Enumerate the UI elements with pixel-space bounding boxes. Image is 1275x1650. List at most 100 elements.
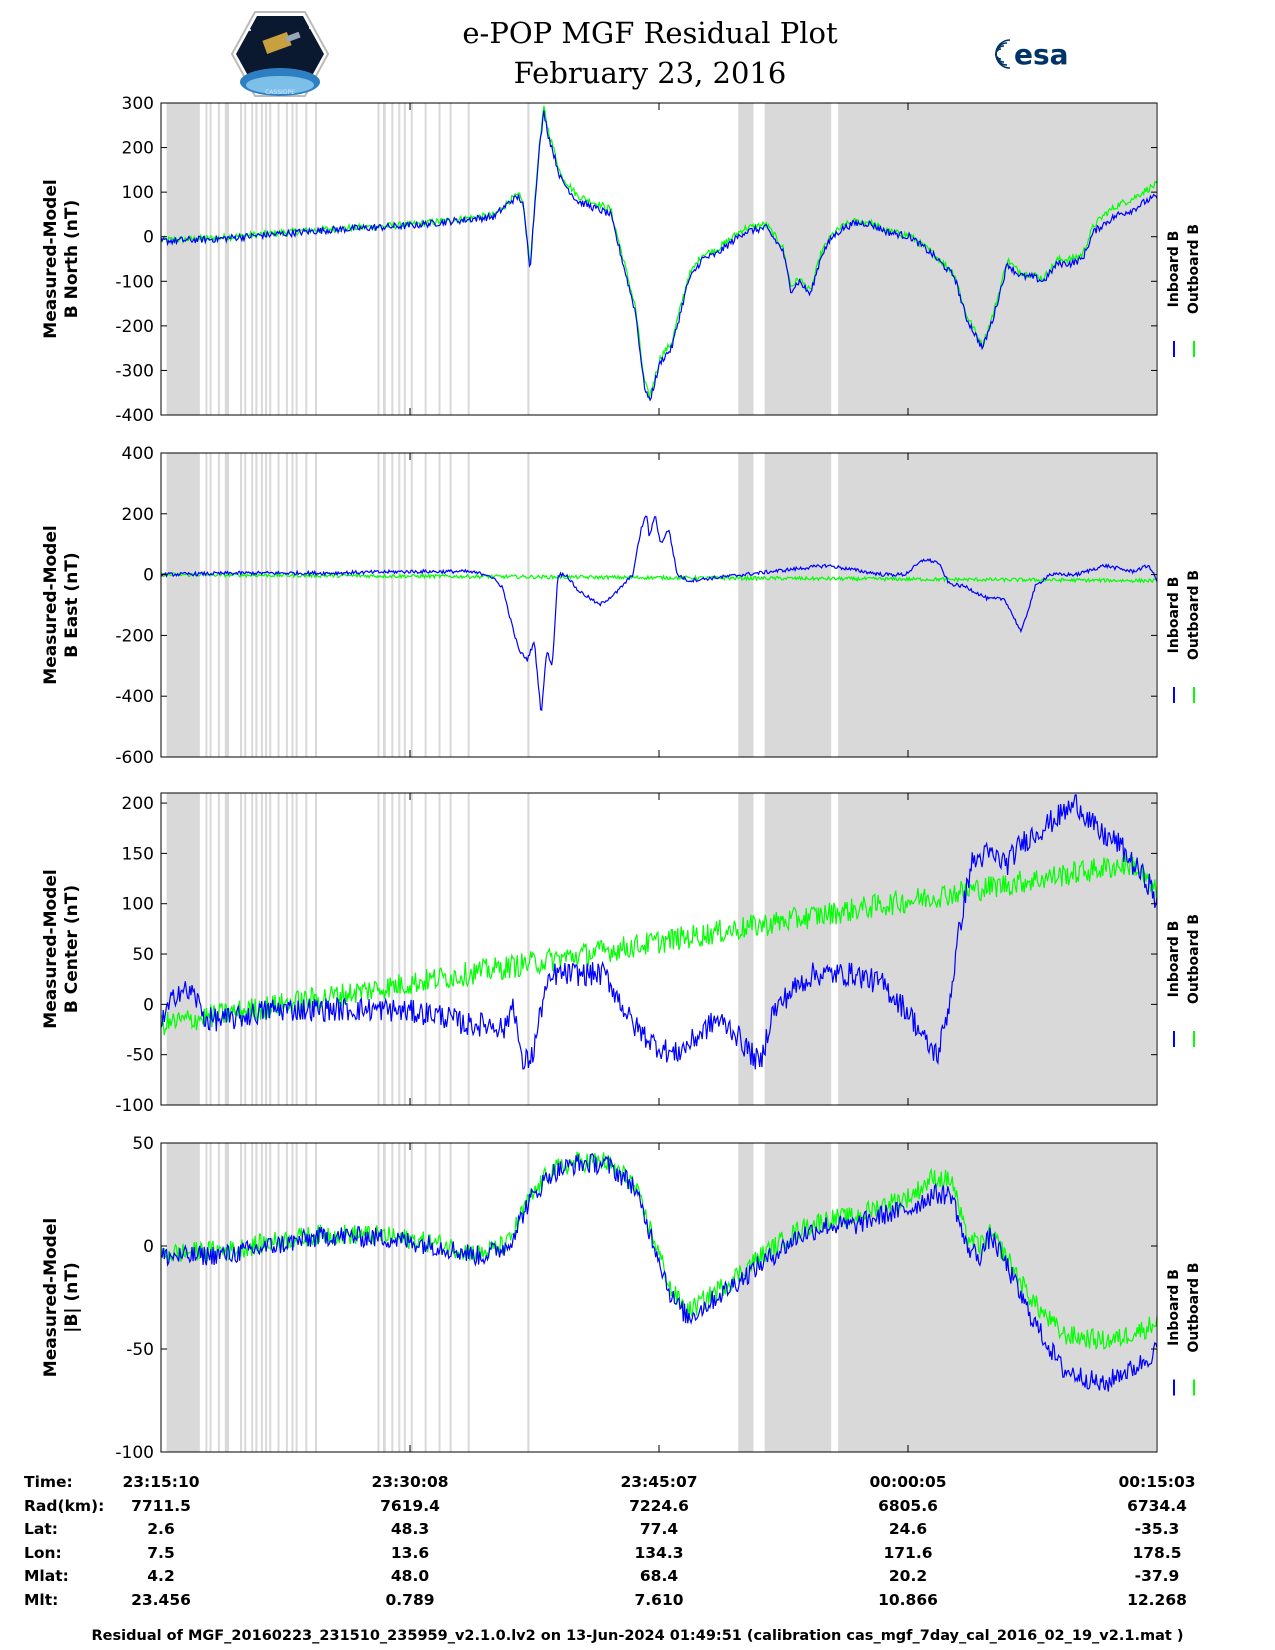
row-label: Time: [24,1473,73,1491]
data-gap-shading [166,1143,200,1452]
data-gap-shading [738,1143,754,1452]
table-cell: 171.6 [883,1543,933,1562]
data-gap-shading [449,1143,452,1452]
data-gap-shading [285,793,288,1105]
inboard-series-line [161,515,1157,711]
legend-label-inboard: Inboard B [1166,231,1182,308]
data-gap-shading [277,103,280,415]
data-gap-shading [285,103,288,415]
data-gap-shading [217,453,220,757]
table-cell: 134.3 [634,1543,684,1562]
data-gap-shading [265,453,268,757]
data-gap-shading [217,1143,220,1452]
legend-label-outboard: Outboard B [1186,224,1202,314]
data-gap-shading [205,453,208,757]
data-gap-shading [295,793,298,1105]
data-gap-shading [449,103,452,415]
data-gap-shading [291,103,294,415]
data-gap-shading [764,103,832,415]
data-gap-shading [251,793,254,1105]
row-label: Lat: [24,1520,58,1538]
data-gap-shading [467,793,470,1105]
data-gap-shading [251,453,254,757]
plot-date: February 23, 2016 [513,56,787,90]
panel-3: 50 0 -50 -100 Measured-Model|B| (nT) Inboard … [41,1134,1202,1460]
data-gap-shading [269,1143,272,1452]
plot-title: e-POP MGF Residual Plot [462,16,838,50]
legend-label-outboard: Outboard B [1186,914,1202,1004]
row-label: Rad(km): [24,1496,105,1515]
cassiope-logo: CASSIOPE [230,11,330,97]
data-gap-shading [205,1143,208,1452]
table-cell: 48.3 [390,1520,430,1538]
data-gap-shading [391,453,394,757]
y-tick-label: 200 [122,794,154,814]
data-gap-shading [383,1143,386,1452]
data-gap-shading [305,1143,308,1452]
data-gap-shading [251,1143,254,1452]
data-gap-shading [391,793,394,1105]
data-gap-shading [260,1143,263,1452]
data-gap-shading [205,103,208,415]
y-tick-label: -100 [115,1096,154,1116]
data-gap-shading [738,793,754,1105]
data-gap-shading [265,1143,268,1452]
y-tick-label: -300 [115,361,154,381]
panel-1: 400 200 0 -200 -400 -600 Measured-ModelB East … [41,444,1202,768]
table-cell: 68.4 [639,1567,679,1585]
data-gap-shading [403,793,406,1105]
table-cell: 00:15:03 [1118,1473,1196,1491]
data-gap-shading [315,453,318,757]
table-cell: 0.789 [385,1590,435,1609]
data-gap-shading [315,103,318,415]
panel-2: 200 150 100 50 0 -50 -100 Measured-ModelB Cente… [41,792,1202,1116]
data-gap-shading [217,793,220,1105]
esa-logo-text: esa [1014,38,1069,71]
y-tick-label: 300 [122,94,154,114]
table-cell: 24.6 [888,1520,928,1538]
legend-label-inboard: Inboard B [1166,921,1182,998]
data-gap-shading [764,793,832,1105]
esa-logo: esa [995,38,1069,71]
data-gap-shading [467,453,470,757]
data-gap-shading [255,103,258,415]
data-gap-shading [424,1143,427,1452]
data-gap-shading [255,793,258,1105]
y-tick-label: 0 [143,1237,154,1257]
table-cell: 10.866 [878,1590,938,1609]
row-label: Mlt: [24,1590,59,1609]
data-gap-shading [410,1143,413,1452]
table-cell: 23:45:07 [620,1473,698,1491]
data-gap-shading [295,103,298,415]
data-gap-shading [244,793,247,1105]
table-cell: 7619.4 [380,1496,440,1515]
table-cell: -35.3 [1134,1520,1180,1538]
data-gap-shading [217,103,220,415]
y-tick-label: 0 [143,566,154,586]
data-gap-shading [398,453,401,757]
data-gap-shading [240,793,243,1105]
data-gap-shading [205,793,208,1105]
data-gap-shading [305,453,308,757]
y-tick-label: 100 [122,895,154,915]
outboard-series-line [161,572,1157,584]
data-gap-shading [391,1143,394,1452]
data-gap-shading [224,453,229,757]
table-cell: 7224.6 [629,1496,689,1515]
y-tick-label: 150 [122,844,154,864]
orbit-info-table: Time: Rad(km): Lat: Lon: Mlat: Mlt: 23:15:10 77… [0,1465,1275,1625]
data-gap-shading [398,103,401,415]
data-gap-shading [377,1143,380,1452]
table-cell: 77.4 [639,1520,679,1538]
y-tick-label: 50 [132,1134,154,1154]
data-gap-shading [403,1143,406,1452]
y-axis-label: Measured-ModelB Center (nT) [41,869,82,1028]
data-gap-shading [467,103,470,415]
data-gap-shading [424,453,427,757]
footer-note: Residual of MGF_20160223_231510_235959_v… [91,1628,1184,1644]
data-gap-shading [224,793,229,1105]
y-tick-label: -200 [115,317,154,337]
table-cell: 7.5 [147,1543,175,1562]
data-gap-shading [291,793,294,1105]
data-gap-shading [838,1143,1156,1452]
